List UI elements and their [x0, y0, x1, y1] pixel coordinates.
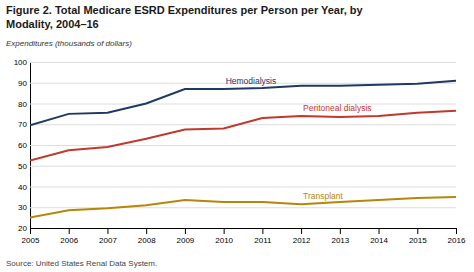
- x-tick-label: 2016: [448, 236, 466, 245]
- grid-line: [30, 187, 456, 188]
- y-tick: 20: [18, 224, 456, 233]
- x-axis-line: [31, 229, 457, 235]
- title: Figure 2. Total Medicare ESRD Expenditur…: [6, 4, 363, 16]
- x-tick-label: 2015: [409, 236, 427, 245]
- y-tick-label: 30: [18, 203, 27, 212]
- tick-mark: [340, 228, 341, 234]
- y-tick-label: 20: [18, 224, 27, 233]
- x-tick-label: 2014: [370, 236, 388, 245]
- tick-mark: [224, 228, 225, 234]
- y-tick: 40: [18, 183, 456, 192]
- tick-mark: [107, 228, 108, 234]
- y-tick-label: 50: [18, 162, 27, 171]
- x-tick: 2014: [370, 228, 388, 245]
- x-tick-label: 2012: [293, 236, 311, 245]
- series-labels: Hemodialysis Peritoneal dialysis Transplan…: [226, 76, 372, 201]
- y-label: Expenditures (thousands of dollars): [6, 39, 132, 48]
- lines: [30, 81, 456, 218]
- y-tick: 30: [18, 203, 456, 212]
- y-tick-label: 60: [18, 141, 27, 150]
- x-tick-label: 2010: [215, 236, 233, 245]
- x-tick: 2006: [60, 228, 78, 245]
- x-tick: 2011: [254, 228, 272, 245]
- y-tick-label: 40: [18, 183, 27, 192]
- tick-mark: [262, 228, 263, 234]
- grid-line: [30, 104, 456, 105]
- x-tick: 2010: [215, 228, 233, 245]
- plot: 2030405060708090100200520062007200820092…: [14, 58, 466, 245]
- y-tick-label: 70: [18, 120, 27, 129]
- x-tick-label: 2006: [60, 236, 78, 245]
- y-tick-label: 100: [14, 58, 28, 67]
- x-tick-label: 2008: [138, 236, 156, 245]
- tick-mark: [185, 228, 186, 234]
- y-tick: 80: [18, 100, 456, 109]
- series-line: [30, 81, 456, 126]
- tick-mark: [301, 228, 302, 234]
- x-tick: 2005: [22, 228, 40, 245]
- tick-mark: [456, 228, 457, 234]
- y-tick-label: 80: [18, 100, 27, 109]
- grid-line: [30, 124, 456, 125]
- x-axis: 2005 2006 2007 2008 2009 2010 2011 2012 2013 2014…: [22, 228, 466, 245]
- x-tick: 2007: [99, 228, 117, 245]
- x-tick-label: 2013: [331, 236, 349, 245]
- grid-line: [30, 145, 456, 146]
- y-axis: 20 30 40 50 60 70 80 90 100: [14, 58, 456, 233]
- y-tick: 50: [18, 162, 456, 171]
- tick-mark: [146, 228, 147, 234]
- y-tick-label: 90: [18, 79, 27, 88]
- y-tick: 100: [14, 58, 456, 67]
- x-tick: 2008: [138, 228, 156, 245]
- tick-mark: [417, 228, 418, 234]
- x-tick: 2013: [331, 228, 349, 245]
- source: Source: United States Renal Data System.: [6, 259, 157, 268]
- tick-mark: [379, 228, 380, 234]
- series-line: [30, 197, 456, 218]
- series-label: Hemodialysis: [226, 76, 277, 86]
- title: Modality, 2004–16: [6, 18, 99, 30]
- series-line: [30, 111, 456, 161]
- grid-line: [30, 166, 456, 167]
- x-tick-label: 2007: [99, 236, 117, 245]
- grid-line: [30, 62, 456, 63]
- y-axis-line: [31, 63, 457, 229]
- x-tick: 2015: [409, 228, 427, 245]
- x-tick-label: 2011: [254, 236, 272, 245]
- x-tick-label: 2005: [22, 236, 40, 245]
- tick-mark: [69, 228, 70, 234]
- x-tick: 2009: [177, 228, 195, 245]
- x-tick: 2012: [293, 228, 311, 245]
- series-label: Transplant: [303, 191, 343, 201]
- tick-mark: [30, 228, 31, 234]
- chart: Figure 2. Total Medicare ESRD Expenditur…: [0, 0, 474, 272]
- series-label: Peritoneal dialysis: [303, 103, 372, 113]
- x-tick-label: 2009: [177, 236, 195, 245]
- x-tick: 2016: [448, 228, 466, 245]
